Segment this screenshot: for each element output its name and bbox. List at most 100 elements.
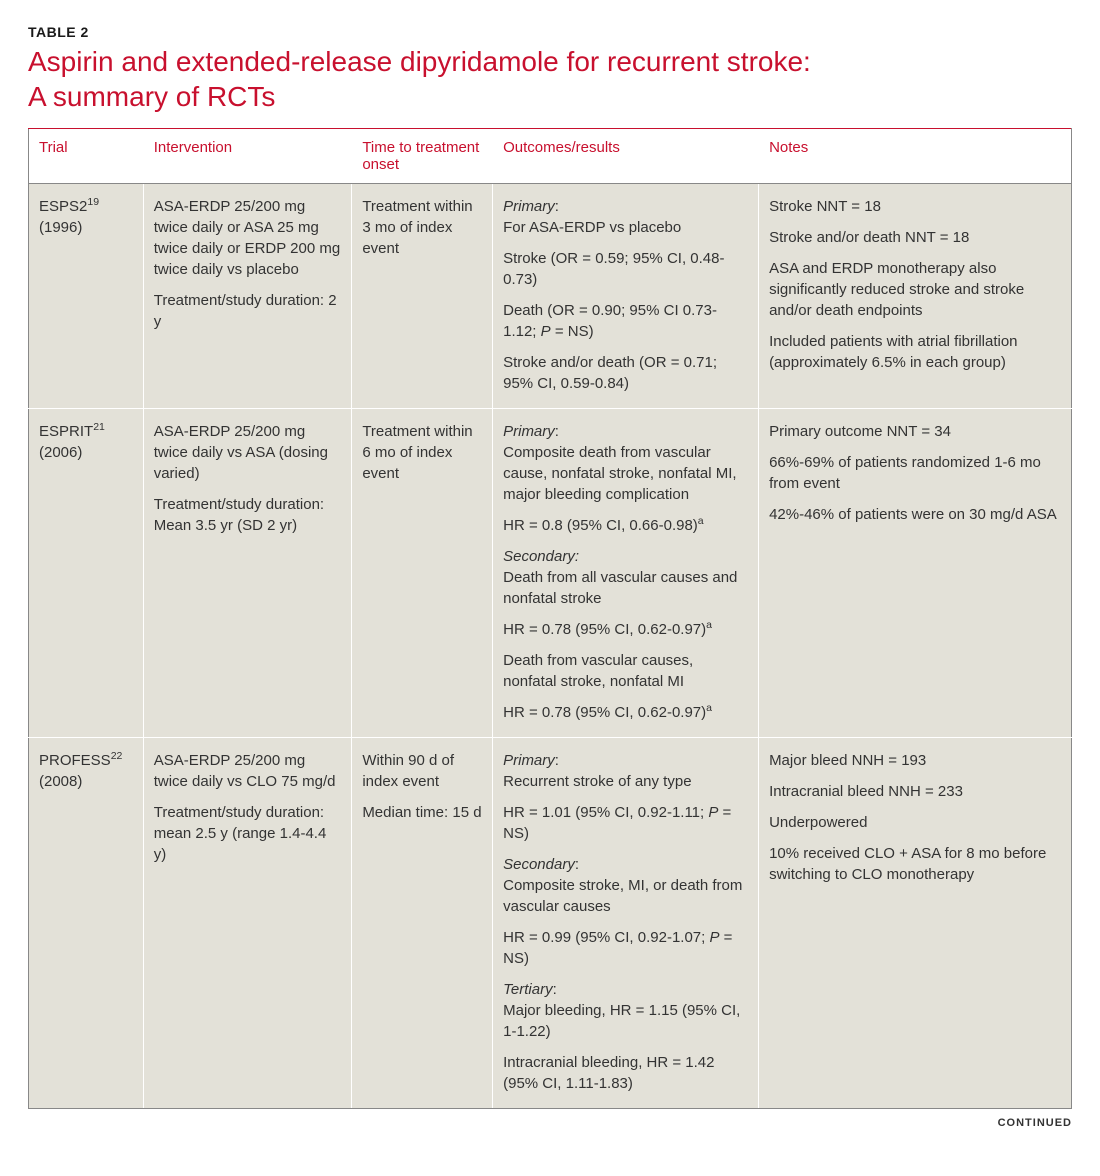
cell-notes: Primary outcome NNT = 34 66%-69% of pati… <box>759 409 1072 738</box>
cell-notes: Stroke NNT = 18 Stroke and/or death NNT … <box>759 184 1072 409</box>
col-trial: Trial <box>29 129 144 184</box>
outcome-block: Tertiary: Major bleeding, HR = 1.15 (95%… <box>503 979 748 1042</box>
intervention-text: ASA-ERDP 25/200 mg twice daily vs CLO 75… <box>154 750 342 792</box>
time-text: Treatment within 6 mo of index event <box>362 421 482 484</box>
time-text: Within 90 d of index event <box>362 750 482 792</box>
continued-label: CONTINUED <box>28 1117 1072 1129</box>
table-label: TABLE 2 <box>28 24 1072 40</box>
outcome-line: HR = 0.78 (95% CI, 0.62-0.97)a <box>503 702 748 723</box>
cell-trial: PROFESS22 (2008) <box>29 738 144 1109</box>
note-line: Major bleed NNH = 193 <box>769 750 1061 771</box>
trial-name: ESPRIT <box>39 423 93 440</box>
rct-summary-table: Trial Intervention Time to treatment ons… <box>28 128 1072 1109</box>
footnote-a: a <box>698 515 704 527</box>
note-line: Primary outcome NNT = 34 <box>769 421 1061 442</box>
cell-outcomes: Primary: Recurrent stroke of any type HR… <box>493 738 759 1109</box>
primary-label: Primary <box>503 752 555 769</box>
primary-label: Primary <box>503 198 555 215</box>
outcome-block: Secondary: Death from all vascular cause… <box>503 546 748 609</box>
note-line: Underpowered <box>769 812 1061 833</box>
p-ital: P <box>541 323 551 340</box>
note-line: Stroke NNT = 18 <box>769 196 1061 217</box>
primary-label: Primary <box>503 423 555 440</box>
p-ital: P <box>708 804 718 821</box>
trial-year: (2008) <box>39 773 82 790</box>
note-line: Included patients with atrial fibrillati… <box>769 331 1061 373</box>
cell-outcomes: Primary: For ASA-ERDP vs placebo Stroke … <box>493 184 759 409</box>
tertiary-label: Tertiary <box>503 981 552 998</box>
outcome-line: HR = 0.8 (95% CI, 0.66-0.98)a <box>503 515 748 536</box>
primary-sub: For ASA-ERDP vs placebo <box>503 219 681 236</box>
outcome-text: HR = 0.8 (95% CI, 0.66-0.98) <box>503 517 698 534</box>
intervention-duration: Treatment/study duration: mean 2.5 y (ra… <box>154 802 342 865</box>
outcome-line: Stroke (OR = 0.59; 95% CI, 0.48-0.73) <box>503 248 748 290</box>
outcome-line: Death from vascular causes, nonfatal str… <box>503 650 748 692</box>
time-text: Treatment within 3 mo of index event <box>362 196 482 259</box>
trial-ref: 19 <box>87 196 99 208</box>
outcome-line: HR = 1.01 (95% CI, 0.92-1.11; P = NS) <box>503 802 748 844</box>
note-line: ASA and ERDP monotherapy also significan… <box>769 258 1061 321</box>
cell-time: Treatment within 3 mo of index event <box>352 184 493 409</box>
outcome-text: Death (OR = 0.90; 95% CI 0.73-1.12; <box>503 302 717 340</box>
trial-ref: 22 <box>111 750 123 762</box>
secondary-label: Secondary <box>503 856 575 873</box>
intervention-text: ASA-ERDP 25/200 mg twice daily or ASA 25… <box>154 196 342 280</box>
col-time: Time to treatment onset <box>352 129 493 184</box>
outcome-block: Primary: For ASA-ERDP vs placebo <box>503 196 748 238</box>
outcome-text: HR = 1.01 (95% CI, 0.92-1.11; <box>503 804 708 821</box>
cell-trial: ESPS219 (1996) <box>29 184 144 409</box>
footnote-a: a <box>706 619 712 631</box>
outcome-line: Death (OR = 0.90; 95% CI 0.73-1.12; P = … <box>503 300 748 342</box>
trial-ref: 21 <box>93 421 105 433</box>
trial-year: (1996) <box>39 219 82 236</box>
cell-intervention: ASA-ERDP 25/200 mg twice daily or ASA 25… <box>143 184 352 409</box>
table-row: PROFESS22 (2008) ASA-ERDP 25/200 mg twic… <box>29 738 1072 1109</box>
note-line: Intracranial bleed NNH = 233 <box>769 781 1061 802</box>
col-outcomes: Outcomes/results <box>493 129 759 184</box>
outcome-line: HR = 0.99 (95% CI, 0.92-1.07; P = NS) <box>503 927 748 969</box>
time-text: Median time: 15 d <box>362 802 482 823</box>
cell-time: Treatment within 6 mo of index event <box>352 409 493 738</box>
primary-sub: Recurrent stroke of any type <box>503 773 691 790</box>
cell-outcomes: Primary: Composite death from vascular c… <box>493 409 759 738</box>
tertiary-sub: Major bleeding, HR = 1.15 (95% CI, 1-1.2… <box>503 1002 740 1040</box>
table-header-row: Trial Intervention Time to treatment ons… <box>29 129 1072 184</box>
outcome-text: HR = 0.78 (95% CI, 0.62-0.97) <box>503 704 706 721</box>
outcome-block: Primary: Recurrent stroke of any type <box>503 750 748 792</box>
secondary-sub: Composite stroke, MI, or death from vasc… <box>503 877 742 915</box>
title-line-1: Aspirin and extended-release dipyridamol… <box>28 46 811 77</box>
cell-intervention: ASA-ERDP 25/200 mg twice daily vs ASA (d… <box>143 409 352 738</box>
table-title: Aspirin and extended-release dipyridamol… <box>28 44 1072 114</box>
note-line: 42%-46% of patients were on 30 mg/d ASA <box>769 504 1061 525</box>
trial-name: PROFESS <box>39 752 111 769</box>
outcome-block: Primary: Composite death from vascular c… <box>503 421 748 505</box>
outcome-line: HR = 0.78 (95% CI, 0.62-0.97)a <box>503 619 748 640</box>
outcome-text: HR = 0.78 (95% CI, 0.62-0.97) <box>503 621 706 638</box>
intervention-text: ASA-ERDP 25/200 mg twice daily vs ASA (d… <box>154 421 342 484</box>
note-line: Stroke and/or death NNT = 18 <box>769 227 1061 248</box>
table-row: ESPS219 (1996) ASA-ERDP 25/200 mg twice … <box>29 184 1072 409</box>
cell-notes: Major bleed NNH = 193 Intracranial bleed… <box>759 738 1072 1109</box>
p-ital: P <box>709 929 719 946</box>
col-notes: Notes <box>759 129 1072 184</box>
intervention-duration: Treatment/study duration: Mean 3.5 yr (S… <box>154 494 342 536</box>
trial-year: (2006) <box>39 444 82 461</box>
footnote-a: a <box>706 702 712 714</box>
outcome-block: Secondary: Composite stroke, MI, or deat… <box>503 854 748 917</box>
outcome-tail: = NS) <box>551 323 594 340</box>
cell-intervention: ASA-ERDP 25/200 mg twice daily vs CLO 75… <box>143 738 352 1109</box>
secondary-sub: Death from all vascular causes and nonfa… <box>503 569 737 607</box>
title-line-2: A summary of RCTs <box>28 81 275 112</box>
outcome-line: Intracranial bleeding, HR = 1.42 (95% CI… <box>503 1052 748 1094</box>
note-line: 10% received CLO + ASA for 8 mo before s… <box>769 843 1061 885</box>
col-intervention: Intervention <box>143 129 352 184</box>
primary-sub: Composite death from vascular cause, non… <box>503 444 736 503</box>
trial-name: ESPS2 <box>39 198 87 215</box>
outcome-text: HR = 0.99 (95% CI, 0.92-1.07; <box>503 929 709 946</box>
intervention-duration: Treatment/study duration: 2 y <box>154 290 342 332</box>
secondary-label: Secondary: <box>503 548 579 565</box>
cell-time: Within 90 d of index event Median time: … <box>352 738 493 1109</box>
note-line: 66%-69% of patients randomized 1-6 mo fr… <box>769 452 1061 494</box>
cell-trial: ESPRIT21 (2006) <box>29 409 144 738</box>
outcome-line: Stroke and/or death (OR = 0.71; 95% CI, … <box>503 352 748 394</box>
